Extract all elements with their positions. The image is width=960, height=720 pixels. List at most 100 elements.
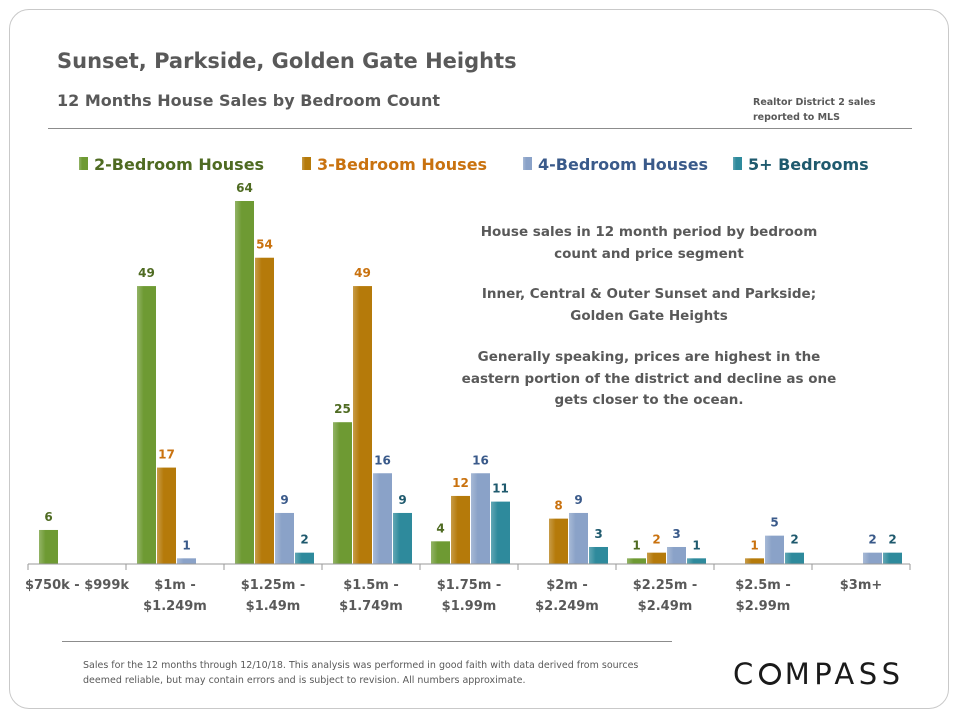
header-divider [48,128,912,129]
x-tick-label: $2.5m - [735,578,791,593]
x-tick-label: $1.249m [143,599,207,614]
bar [589,546,608,564]
bar [373,473,392,564]
bar-value-label: 12 [452,476,469,490]
x-tick-label: $1.49m [246,599,301,614]
x-tick-label: $1m - [154,578,196,593]
logo-o-ring [758,663,781,685]
bar-value-label: 1 [692,538,700,552]
page-title: Sunset, Parkside, Golden Gate Heights [57,49,517,73]
annotation-line: Inner, Central & Outer Sunset and Parksi… [482,286,816,302]
bar [137,286,156,564]
bar-value-label: 9 [398,493,406,507]
annotation-line: Generally speaking, prices are highest i… [478,349,821,365]
legend-item: 3-Bedroom Houses [302,155,487,174]
x-tick-label: $2.249m [535,599,599,614]
chart-legend: 2-Bedroom Houses 3-Bedroom Houses 4-Bedroo… [79,155,869,174]
legend-item: 2-Bedroom Houses [79,155,264,174]
bar-value-label: 2 [868,533,876,547]
logo-text-start: C [733,657,758,691]
compass-logo: C MPASS [733,657,905,691]
legend-item: 5+ Bedrooms [733,155,869,174]
annotation-line: Golden Gate Heights [570,308,727,324]
bar-value-label: 1 [182,538,190,552]
bar [785,552,804,564]
logo-text-end: MPASS [784,657,905,691]
bar-value-label: 2 [790,533,798,547]
legend-swatch [523,157,532,170]
bar [451,495,470,564]
bar-value-label: 2 [300,533,308,547]
source-note-line: reported to MLS [753,112,840,123]
bar [491,501,510,564]
bar-value-label: 4 [436,521,444,535]
slide-frame [9,9,949,709]
bar-value-label: 9 [280,493,288,507]
bar [431,541,450,564]
bar-value-label: 1 [750,538,758,552]
bar-value-label: 17 [158,448,175,462]
annotation-line: count and price segment [554,246,744,262]
source-note-line: Realtor District 2 sales [753,97,876,108]
annotation-line: gets closer to the ocean. [554,392,743,408]
legend-swatch [79,157,88,170]
x-tick-label: $750k - $999k [25,578,129,593]
bar-value-label: 2 [652,533,660,547]
bar-value-label: 25 [334,402,351,416]
bar-value-label: 16 [472,453,489,467]
bar-value-label: 49 [138,266,155,280]
bar [765,535,784,564]
legend-item: 4-Bedroom Houses [523,155,708,174]
legend-swatch [733,157,742,170]
chart-x-axis: $750k - $999k $1m - $1.249m $1.25m - $1.49m $… [25,563,911,614]
bar [647,552,666,564]
bar-value-label: 54 [256,238,273,252]
legend-label: 2-Bedroom Houses [94,155,264,174]
bar [255,257,274,564]
bar-value-label: 2 [888,533,896,547]
x-tick-label: $1.25m - [241,578,306,593]
bar [295,552,314,564]
bar [353,286,372,564]
bar [667,546,686,564]
bar [863,552,882,564]
bar [393,512,412,564]
bar-value-label: 16 [374,453,391,467]
footer-disclaimer: Sales for the 12 months through 12/10/18… [83,658,673,688]
bar-value-label: 11 [492,482,509,496]
x-tick-label: $1.749m [339,599,403,614]
bar [569,512,588,564]
bar-value-label: 64 [236,181,253,195]
legend-label: 4-Bedroom Houses [538,155,708,174]
bar [687,558,706,564]
footer-divider [62,641,672,642]
bar [157,467,176,564]
bar [39,529,58,564]
bar-value-label: 8 [554,499,562,513]
x-tick-label: $3m+ [840,578,883,593]
bar [549,518,568,564]
bar-value-label: 1 [632,538,640,552]
chart-annotation: House sales in 12 month period by bedroo… [462,224,837,408]
bar-value-label: 9 [574,493,582,507]
bar [471,473,490,564]
legend-label: 5+ Bedrooms [748,155,869,174]
bar [745,558,764,564]
x-tick-label: $2.49m [638,599,693,614]
footer-line: deemed reliable, but may contain errors … [83,675,526,686]
x-tick-label: $1.99m [442,599,497,614]
annotation-line: House sales in 12 month period by bedroo… [481,224,818,240]
x-tick-label: $2.99m [736,599,791,614]
annotation-line: eastern portion of the district and decl… [462,371,837,387]
legend-label: 3-Bedroom Houses [317,155,487,174]
bar [235,201,254,564]
bar [333,422,352,564]
x-tick-label: $2m - [546,578,588,593]
page-subtitle: 12 Months House Sales by Bedroom Count [57,91,440,110]
x-tick-label: $1.5m - [343,578,399,593]
bar-value-label: 49 [354,266,371,280]
source-note: Realtor District 2 sales reported to MLS [753,95,903,125]
bar [177,558,196,564]
